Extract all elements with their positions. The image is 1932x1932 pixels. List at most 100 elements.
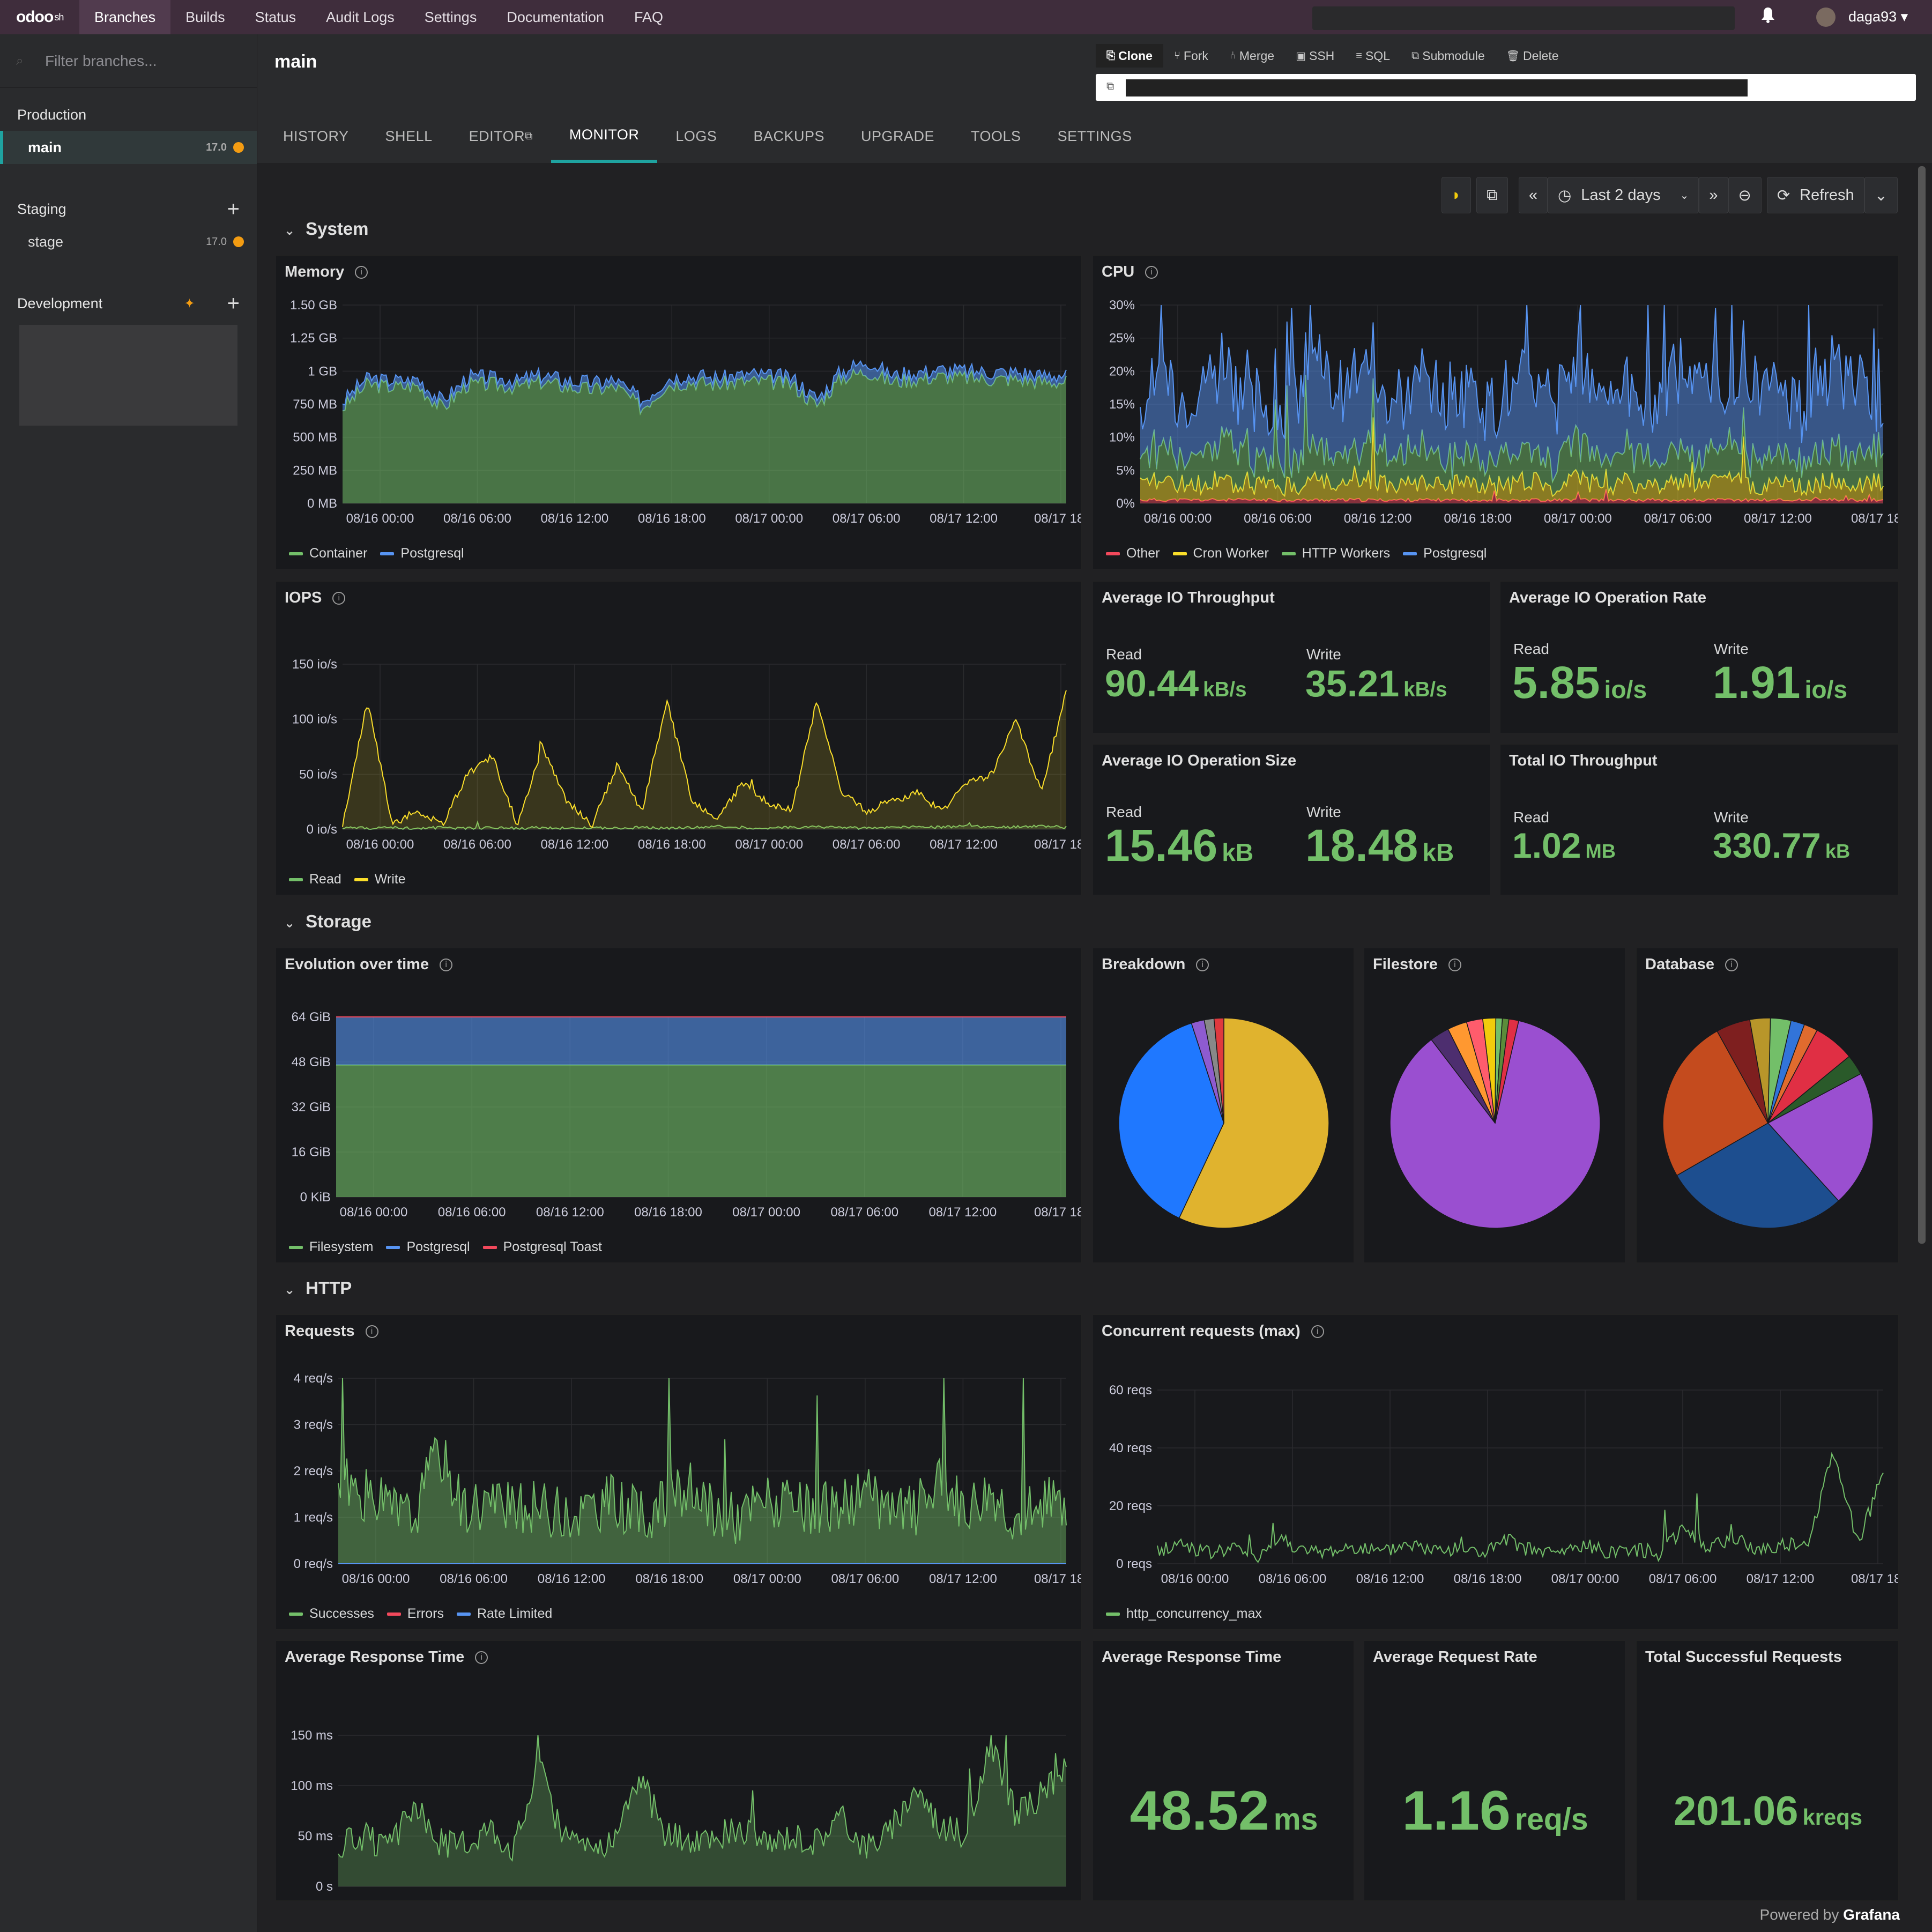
user-avatar[interactable] bbox=[1816, 8, 1836, 27]
branch-item-main[interactable]: main 17.0 bbox=[0, 131, 257, 164]
info-icon[interactable]: i bbox=[1725, 958, 1738, 972]
topnav-item-branches[interactable]: Branches bbox=[79, 0, 171, 34]
clone-button[interactable]: ⎘ Clone bbox=[1096, 44, 1163, 68]
info-icon[interactable]: i bbox=[1196, 958, 1209, 972]
x-tick-label: 08/17 00:00 bbox=[735, 511, 803, 526]
tab-shell[interactable]: SHELL bbox=[385, 128, 433, 144]
clone-command-field[interactable]: ⧉ bbox=[1096, 74, 1916, 101]
pie-slice[interactable] bbox=[1767, 1056, 1862, 1124]
filter-branches-input[interactable]: ⌕ Filter branches... bbox=[0, 34, 257, 88]
pie-slice[interactable] bbox=[1495, 1018, 1519, 1124]
response-time-chart-panel[interactable]: Average Response Time i 150 ms 100 ms 50 ms… bbox=[276, 1640, 1082, 1901]
pie-slice[interactable] bbox=[1213, 1017, 1224, 1124]
status-dot bbox=[233, 142, 244, 153]
system-section-header[interactable]: ⌄ System bbox=[284, 219, 369, 239]
info-icon[interactable]: i bbox=[1448, 958, 1461, 972]
user-menu[interactable]: daga93 ▾ bbox=[1848, 9, 1908, 25]
breakdown-pie bbox=[1118, 1017, 1329, 1229]
topnav-item-settings[interactable]: Settings bbox=[424, 9, 477, 25]
theme-toggle-button[interactable]: ◗ bbox=[1441, 177, 1472, 213]
submodule-button[interactable]: ⧉ Submodule bbox=[1411, 48, 1485, 63]
ssh-button[interactable]: ▣ SSH bbox=[1296, 48, 1335, 63]
info-icon[interactable]: i bbox=[355, 266, 368, 279]
info-icon[interactable]: i bbox=[440, 958, 453, 972]
total-io-throughput-panel[interactable]: Total IO Throughput Read 1.02 MB Write 33… bbox=[1500, 744, 1899, 895]
bell-icon[interactable] bbox=[1760, 6, 1780, 28]
zoom-out-button[interactable]: ⊖ bbox=[1728, 177, 1762, 213]
page-scrollbar[interactable] bbox=[1918, 166, 1926, 1244]
tab-settings[interactable]: SETTINGS bbox=[1057, 128, 1132, 144]
info-icon[interactable]: i bbox=[1145, 266, 1158, 279]
topnav-item-documentation[interactable]: Documentation bbox=[507, 9, 604, 25]
series-line-read bbox=[342, 820, 1067, 830]
branch-actions: ⎘ Clone ⑂ Fork ⑃ Merge ▣ SSH ≡ SQL ⧉ Submodule 🗑 Dele… bbox=[1096, 44, 1570, 68]
pie-slice[interactable] bbox=[1767, 1073, 1874, 1202]
requests-panel[interactable]: Requests i 4 req/s 3 req/s 2 req/s 1 req/s 0 … bbox=[276, 1314, 1082, 1630]
x-tick-label: 08/16 06:00 bbox=[1244, 511, 1312, 526]
storage-section-header[interactable]: ⌄ Storage bbox=[284, 911, 371, 931]
info-icon[interactable]: i bbox=[1311, 1325, 1324, 1339]
concurrent-requests-panel[interactable]: Concurrent requests (max) i 60 reqs 40 req… bbox=[1093, 1314, 1899, 1630]
fork-button[interactable]: ⑂ Fork bbox=[1173, 48, 1208, 63]
http-section-header[interactable]: ⌄ HTTP bbox=[284, 1278, 352, 1298]
avg-io-size-panel[interactable]: Average IO Operation Size Read 15.46 kB W… bbox=[1093, 744, 1490, 895]
info-icon[interactable]: i bbox=[365, 1325, 378, 1339]
y-tick-label: 64 GiB bbox=[292, 1010, 331, 1024]
total-successful-requests-panel[interactable]: Total Successful Requests 201.06 kreqs bbox=[1636, 1640, 1899, 1901]
powered-by-grafana[interactable]: Powered by Grafana bbox=[1759, 1906, 1900, 1923]
topnav-item-faq[interactable]: FAQ bbox=[634, 9, 663, 25]
cpu-panel[interactable]: CPU i 30% 25% 20% 15% 10% 5% 0% 08/16 00:00 08/16… bbox=[1093, 255, 1899, 569]
add-staging-plus-icon[interactable]: + bbox=[227, 197, 240, 221]
x-tick-label: 08/16 00:00 bbox=[1161, 1572, 1229, 1586]
avg-response-time-panel[interactable]: Average Response Time 48.52 ms bbox=[1093, 1640, 1354, 1901]
delete-button[interactable]: 🗑 Delete bbox=[1506, 48, 1559, 63]
merge-button[interactable]: ⑃ Merge bbox=[1229, 48, 1275, 63]
topnav-item-builds[interactable]: Builds bbox=[185, 9, 225, 25]
storage-evolution-panel[interactable]: Evolution over time i 64 GiB 48 GiB 32 GiB 1… bbox=[276, 948, 1082, 1263]
tab-logs[interactable]: LOGS bbox=[675, 128, 717, 144]
time-range-picker[interactable]: ◷ Last 2 days ⌄ bbox=[1547, 177, 1699, 213]
delete-icon: 🗑 bbox=[1506, 50, 1520, 62]
pie-slice[interactable] bbox=[1676, 1123, 1839, 1229]
ai-sparkle-icon[interactable]: ✦ bbox=[184, 296, 195, 311]
pie-slice[interactable] bbox=[1662, 1030, 1769, 1176]
top-search-bar[interactable] bbox=[1312, 6, 1735, 30]
refresh-button[interactable]: ⟳ Refresh bbox=[1766, 177, 1864, 213]
tab-upgrade[interactable]: UPGRADE bbox=[860, 128, 935, 144]
database-panel[interactable]: Database i bbox=[1636, 948, 1899, 1263]
tab-editor[interactable]: EDITOR ⧉ bbox=[469, 128, 533, 144]
copy-icon[interactable]: ⧉ bbox=[1106, 80, 1114, 92]
y-tick-label: 0 MB bbox=[307, 496, 337, 511]
info-icon[interactable]: i bbox=[332, 592, 346, 605]
tab-tools[interactable]: TOOLS bbox=[971, 128, 1021, 144]
series-area-http-workers bbox=[1140, 375, 1883, 496]
avg-request-rate-panel[interactable]: Average Request Rate 1.16 req/s bbox=[1364, 1640, 1625, 1901]
iops-panel[interactable]: IOPS i 150 io/s 100 io/s 50 io/s 0 io/s 08/16… bbox=[276, 581, 1082, 895]
sql-button[interactable]: ≡ SQL bbox=[1356, 48, 1390, 63]
topnav-item-audit-logs[interactable]: Audit Logs bbox=[326, 9, 395, 25]
add-development-plus-icon[interactable]: + bbox=[227, 292, 240, 315]
pie-slice[interactable] bbox=[1118, 1022, 1224, 1219]
avg-io-throughput-panel[interactable]: Average IO Throughput Read 90.44 kB/s Wri… bbox=[1093, 581, 1490, 733]
topnav-item-status[interactable]: Status bbox=[255, 9, 296, 25]
pie-slice[interactable] bbox=[1389, 1020, 1601, 1229]
tab-history[interactable]: HISTORY bbox=[283, 128, 349, 144]
time-forward-button[interactable]: » bbox=[1699, 177, 1728, 213]
odoo-sh-logo[interactable]: odoo sh bbox=[16, 8, 64, 26]
tab-backups[interactable]: BACKUPS bbox=[753, 128, 824, 144]
filestore-panel[interactable]: Filestore i bbox=[1364, 948, 1625, 1263]
info-icon[interactable]: i bbox=[475, 1651, 488, 1665]
development-branch-list[interactable] bbox=[19, 325, 237, 426]
open-external-button[interactable]: ⧉ bbox=[1476, 177, 1508, 213]
clone-icon: ⎘ bbox=[1106, 49, 1115, 62]
concurrent-requests-chart: 60 reqs 40 reqs 20 reqs 0 reqs 08/16 00:00 08… bbox=[1109, 1383, 1898, 1586]
tab-monitor[interactable]: MONITOR bbox=[551, 109, 658, 163]
avg-io-rate-panel[interactable]: Average IO Operation Rate Read 5.85 io/s … bbox=[1500, 581, 1899, 733]
branch-item-stage[interactable]: stage 17.0 bbox=[0, 225, 257, 258]
memory-panel[interactable]: Memory i 1.50 GB 1.25 GB 1 GB 750 MB 500 MB 25… bbox=[276, 255, 1082, 569]
breakdown-panel[interactable]: Breakdown i bbox=[1093, 948, 1354, 1263]
pie-slice[interactable] bbox=[1178, 1017, 1329, 1229]
database-pie bbox=[1662, 1017, 1874, 1229]
time-back-button[interactable]: « bbox=[1518, 177, 1548, 213]
refresh-interval-dropdown[interactable]: ⌄ bbox=[1864, 177, 1898, 213]
